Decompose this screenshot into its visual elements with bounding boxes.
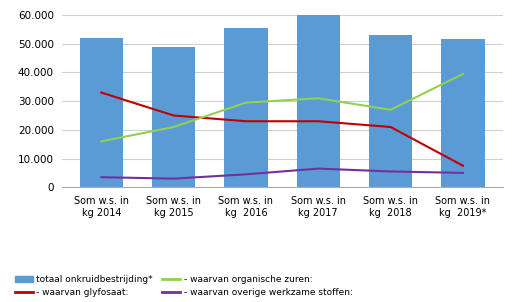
Bar (152, 47, 195, 187)
Bar (297, 15, 340, 187)
Bar (441, 40, 485, 187)
Bar (80, 38, 123, 187)
Legend: totaal onkruidbestrijding*, - waarvan glyfosaat:, - waarvan organische zuren:, -: totaal onkruidbestrijding*, - waarvan gl… (15, 275, 352, 297)
Bar (224, 28, 268, 187)
Bar (369, 35, 412, 187)
